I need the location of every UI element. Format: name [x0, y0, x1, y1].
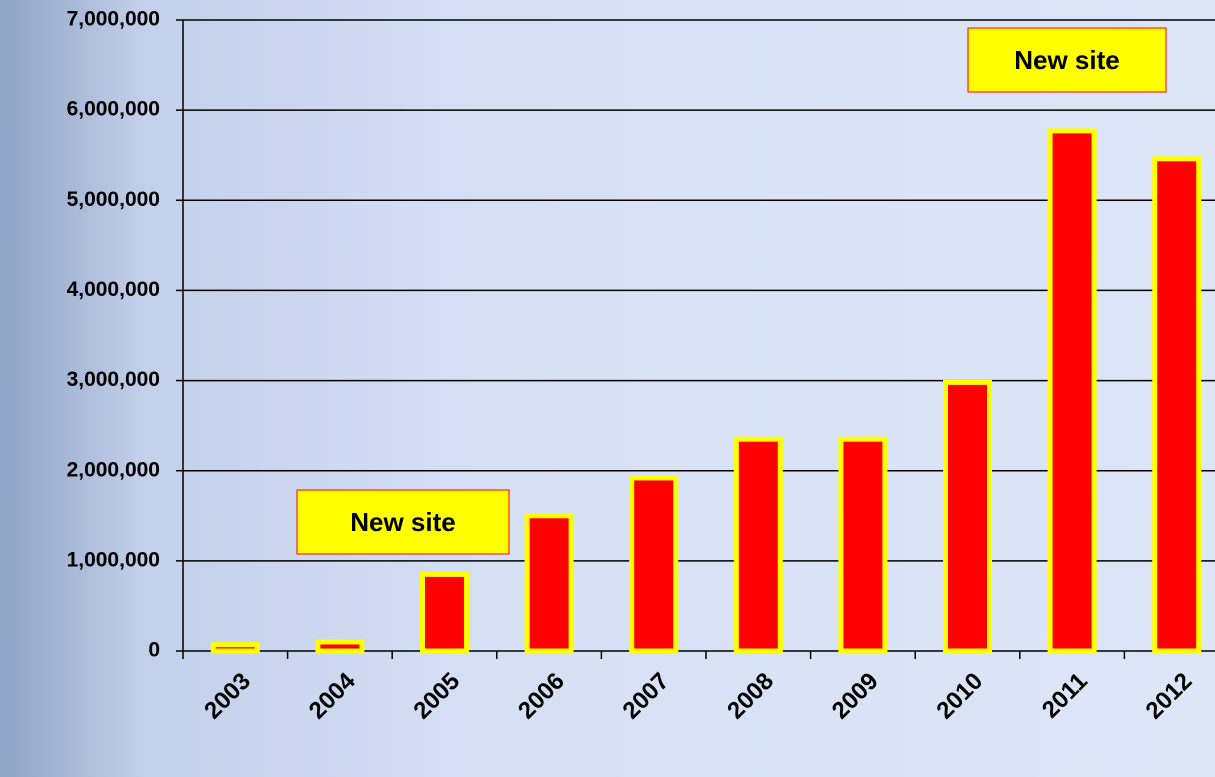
- annotation-box: [967, 27, 1167, 93]
- bar: [1152, 156, 1202, 654]
- bar: [943, 379, 992, 654]
- bar: [629, 475, 679, 654]
- bar: [420, 571, 469, 654]
- y-tick-label: 1,000,000: [67, 548, 160, 571]
- y-tick-label: 3,000,000: [67, 368, 160, 391]
- bar: [1047, 128, 1097, 654]
- y-tick-label: 7,000,000: [67, 8, 160, 31]
- y-tick-label: 0: [148, 639, 160, 662]
- bar: [210, 642, 260, 654]
- y-tick-label: 6,000,000: [67, 98, 160, 121]
- annotation-box: [296, 489, 510, 555]
- y-tick-label: 4,000,000: [67, 278, 160, 301]
- y-tick-label: 5,000,000: [67, 188, 160, 211]
- y-tick-label: 2,000,000: [67, 458, 160, 481]
- bar: [524, 513, 574, 654]
- bar: [733, 436, 783, 654]
- annotation: New site: [350, 507, 456, 537]
- annotation: New site: [1014, 45, 1120, 75]
- bar: [838, 436, 888, 654]
- bar: [315, 639, 365, 654]
